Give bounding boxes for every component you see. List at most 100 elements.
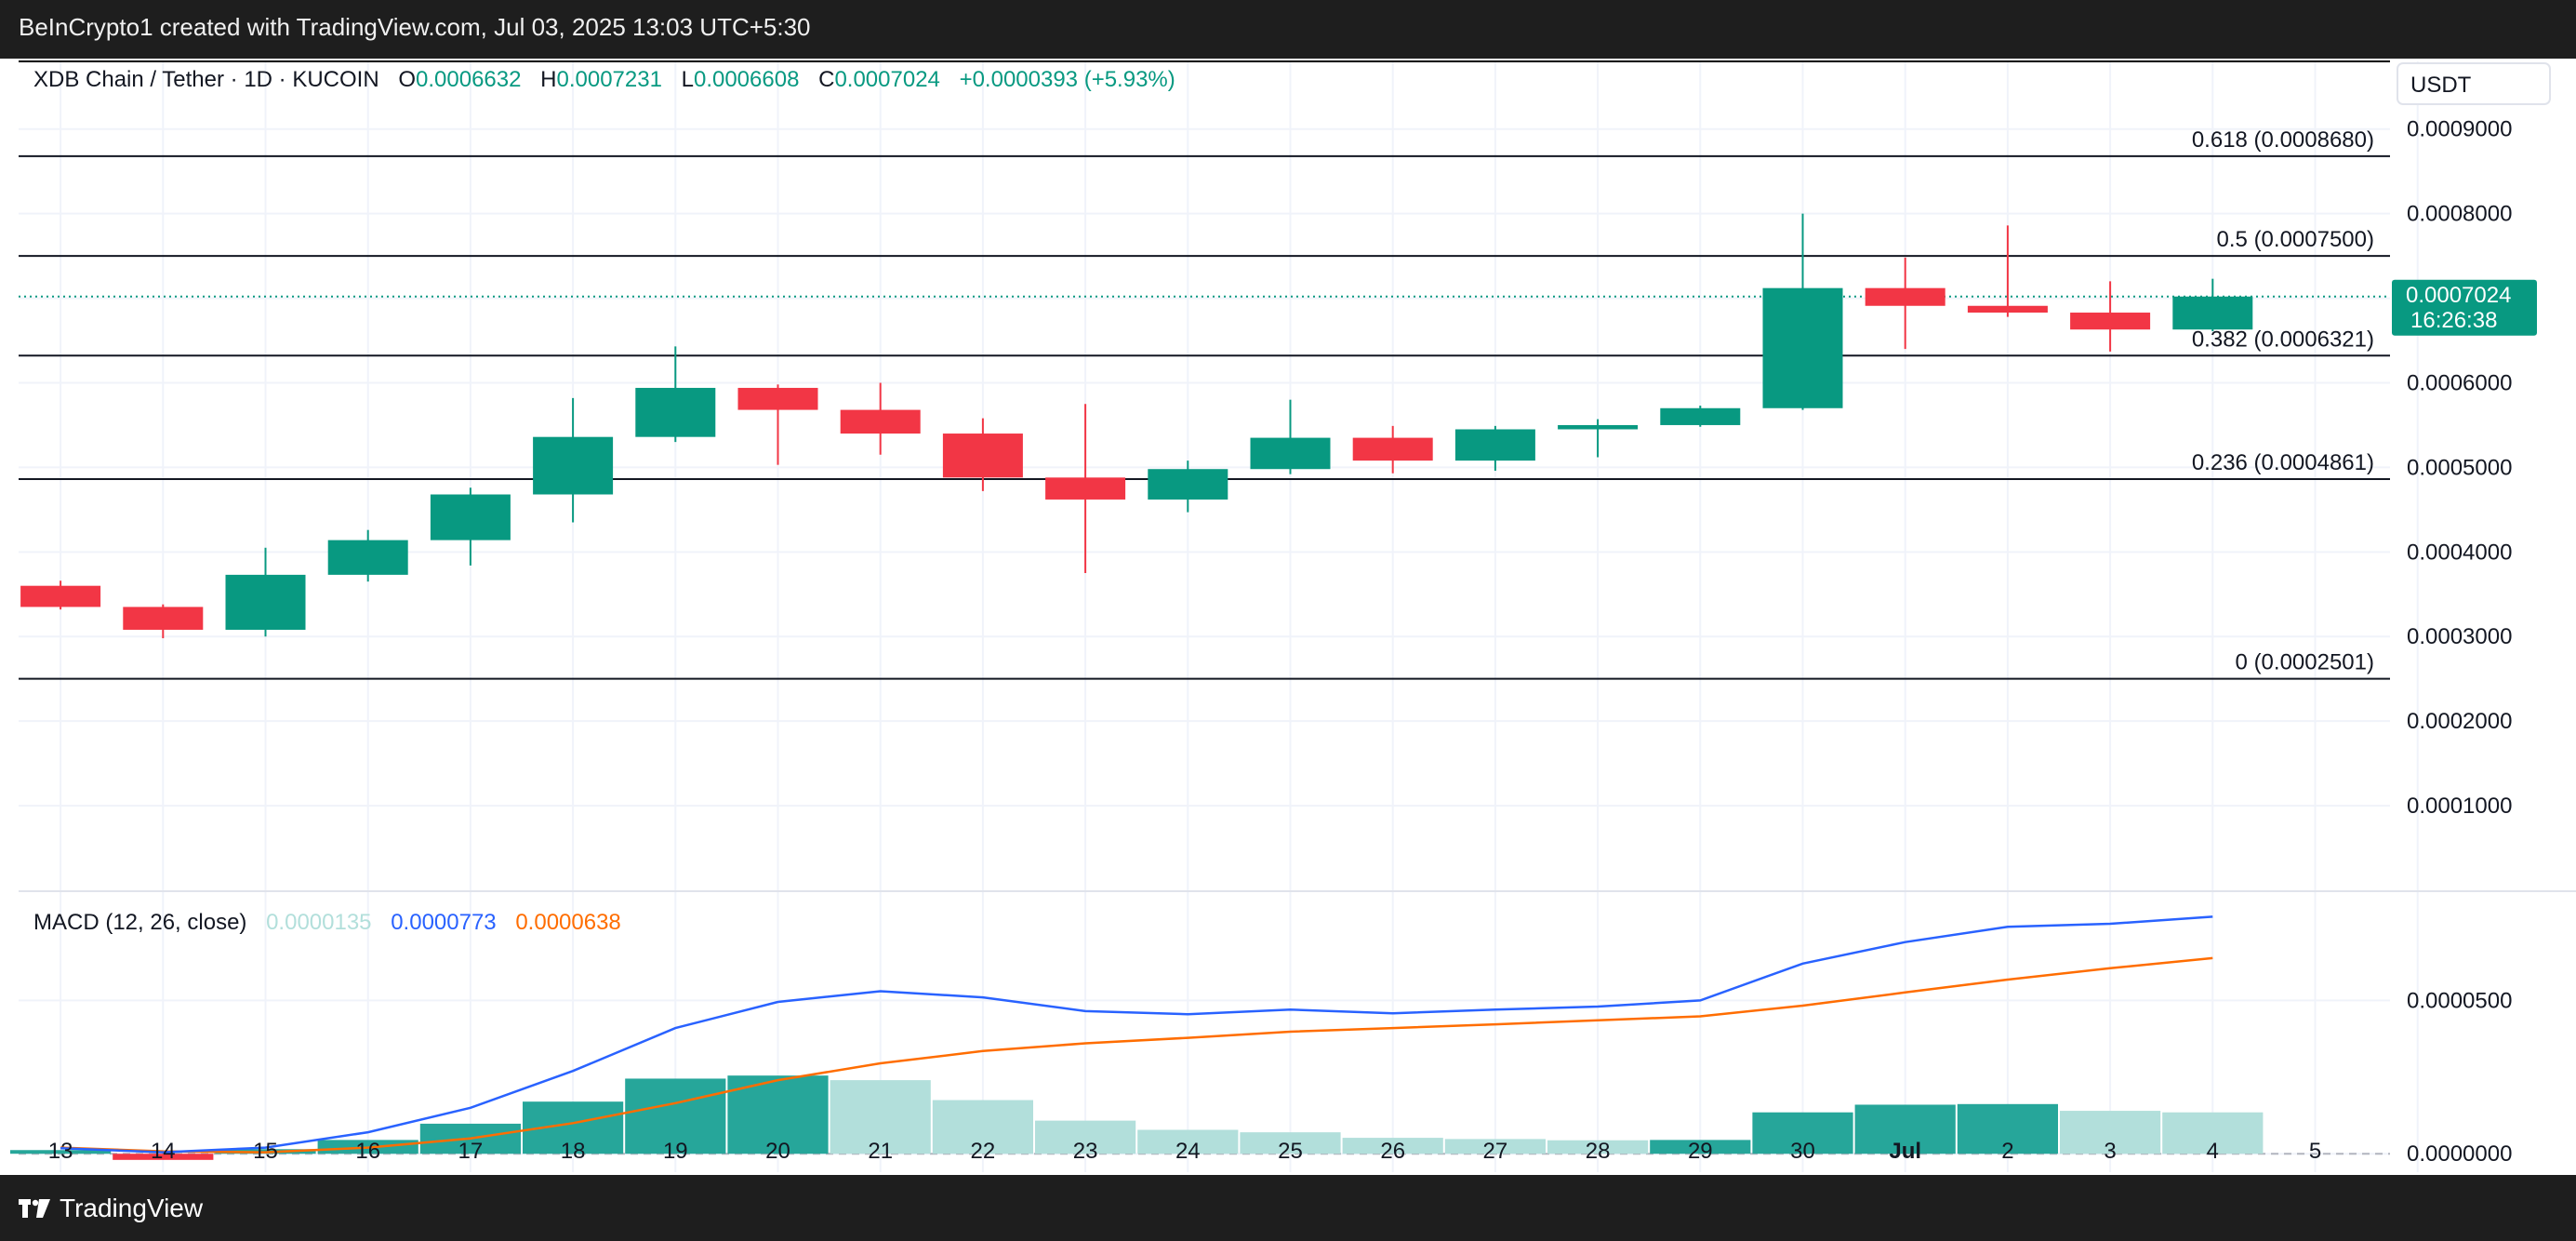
candle[interactable] [1967, 225, 2048, 317]
price-tick-label: 0.0001000 [2407, 794, 2512, 819]
tradingview-logo-icon [19, 1199, 50, 1218]
macd-tick-label: 0.0000000 [2407, 1141, 2512, 1167]
candle-body [1660, 407, 1741, 425]
macd-signal-line [60, 956, 2213, 1154]
candle[interactable] [1762, 213, 1843, 410]
time-tick-label: 28 [1586, 1139, 1611, 1164]
time-tick-label: 5 [2309, 1139, 2321, 1164]
top-bar: BeInCrypto1 created with TradingView.com… [0, 0, 2576, 59]
legend-close-label: C [818, 67, 834, 92]
candle[interactable] [1660, 406, 1741, 427]
candle[interactable] [942, 418, 1023, 491]
time-scale[interactable]: 2 13 14 15 16 17 18 19 20 21 22 23 24 25 26 27 28 29 30 Jul… [0, 1139, 2321, 1164]
countdown-timer: 16:26:38 [2410, 308, 2497, 333]
candle-body [840, 409, 921, 434]
candle[interactable] [533, 397, 614, 523]
candle[interactable] [737, 384, 818, 465]
candle-body [2172, 296, 2253, 330]
currency-button[interactable] [2397, 62, 2551, 105]
time-tick-label: Jul [1889, 1139, 1921, 1164]
price-ticks: 0.00090000.00080000.00070000.00060000.00… [2407, 117, 2512, 819]
legend-symbol: XDB Chain / Tether · 1D · KUCOIN [33, 67, 379, 92]
macd-histogram-bar [830, 1080, 931, 1154]
macd-histogram-bar [1342, 1138, 1443, 1154]
candle[interactable] [1045, 404, 1126, 574]
price-tick-label: 0.0006000 [2407, 370, 2512, 395]
candle-body [635, 387, 716, 437]
candle-body [20, 585, 101, 607]
macd-histogram-bar [1137, 1129, 1239, 1154]
time-tick-label: 2 [2001, 1139, 2013, 1164]
candle-body [1454, 429, 1535, 461]
fib-level-label: 0.5 (0.0007500) [2217, 227, 2374, 252]
candle-body [2070, 313, 2151, 330]
candle[interactable] [1148, 460, 1228, 513]
candle[interactable] [123, 604, 204, 639]
macd-histogram-bar [2060, 1111, 2161, 1154]
candle[interactable] [1250, 399, 1331, 474]
candle[interactable] [1352, 425, 1433, 474]
time-tick-label: 16 [355, 1139, 380, 1164]
currency-label: USDT [2410, 73, 2472, 98]
price-scale[interactable]: USDT 0.00090000.00080000.00070000.000600… [2392, 62, 2551, 1167]
candle-body [1762, 287, 1843, 408]
fib-level-label: 0.236 (0.0004861) [2192, 450, 2374, 475]
macd-histogram-bar [1547, 1140, 1649, 1154]
candle[interactable] [840, 382, 921, 455]
candle[interactable] [225, 547, 306, 637]
macd-line [60, 915, 2213, 1154]
fib-level-label: 0.382 (0.0006321) [2192, 327, 2374, 352]
grid-lines [19, 61, 2419, 1172]
macd-histogram-bar [1957, 1103, 2058, 1154]
time-tick-label: 3 [2104, 1139, 2116, 1164]
candle-body [123, 607, 204, 630]
candle[interactable] [1454, 425, 1535, 472]
candle-body [737, 387, 818, 410]
candle[interactable] [635, 346, 716, 443]
candle[interactable] [1865, 257, 1945, 350]
candles[interactable] [20, 213, 2253, 639]
chart-panel[interactable]: 0.618 (0.0008680) 0.5 (0.0007500) 0.382 (0… [0, 43, 2576, 1175]
candle[interactable] [2070, 281, 2151, 352]
macd-title: MACD (12, 26, close) [33, 910, 246, 935]
chart-svg[interactable]: 0.618 (0.0008680) 0.5 (0.0007500) 0.382 (0… [0, 43, 2576, 1175]
candle[interactable] [430, 487, 511, 566]
macd-histogram-bar [1444, 1139, 1546, 1154]
fib-level-label: 0.618 (0.0008680) [2192, 127, 2374, 153]
time-tick-label: 30 [1790, 1139, 1815, 1164]
time-tick-label: 24 [1175, 1139, 1201, 1164]
macd-histogram-bar [1650, 1140, 1751, 1154]
legend-high-label: H [540, 67, 556, 92]
price-tick-label: 0.0002000 [2407, 709, 2512, 734]
macd-hist-value: 0.0000135 [266, 910, 371, 935]
candle[interactable] [1558, 419, 1639, 458]
candle-body [327, 540, 408, 575]
brand[interactable]: TradingView [19, 1194, 203, 1223]
candle-body [1352, 437, 1433, 461]
candle-body [225, 574, 306, 630]
candle-body [1558, 424, 1639, 430]
time-tick-label: 15 [253, 1139, 278, 1164]
time-tick-label: 19 [663, 1139, 688, 1164]
candle[interactable] [2172, 278, 2253, 332]
time-tick-label: 20 [765, 1139, 790, 1164]
candle[interactable] [20, 580, 101, 610]
price-tick-label: 0.0005000 [2407, 455, 2512, 480]
price-tick-label: 0.0009000 [2407, 117, 2512, 142]
legend-low-label: L [682, 67, 694, 92]
legend-high-value: 0.0007231 [556, 67, 661, 92]
time-tick-label: 22 [971, 1139, 996, 1164]
macd-line-value: 0.0000773 [391, 910, 496, 935]
price-tick-label: 0.0008000 [2407, 202, 2512, 227]
legend: XDB Chain / Tether · 1D · KUCOIN O0.0006… [33, 67, 1175, 92]
candle-body [942, 434, 1023, 478]
fib-level-label: 0 (0.0002501) [2236, 650, 2374, 675]
macd-histogram-bar [2162, 1112, 2264, 1154]
time-tick-label: 17 [458, 1139, 484, 1164]
candle-body [1148, 469, 1228, 500]
last-price-tag-bg [2392, 279, 2537, 336]
candle[interactable] [327, 529, 408, 582]
macd-histogram-bar [1752, 1112, 1853, 1154]
time-tick-label: 27 [1483, 1139, 1508, 1164]
candle-body [1865, 287, 1945, 306]
